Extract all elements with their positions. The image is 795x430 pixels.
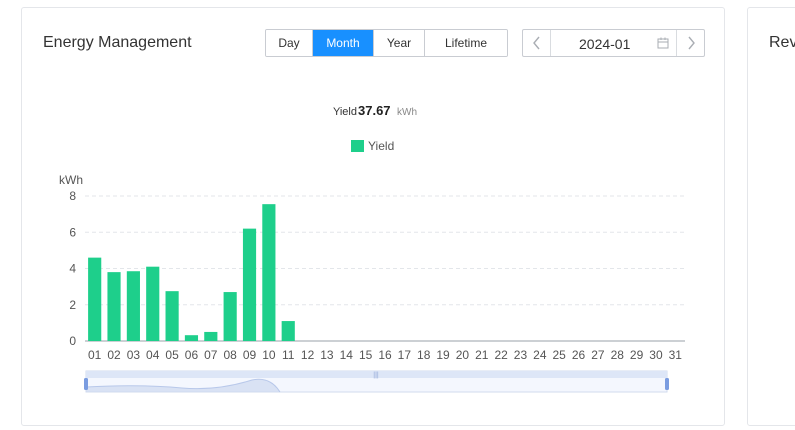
y-tick-label: 8 [69,189,76,203]
y-tick-label: 0 [69,334,76,348]
energy-management-card: Energy Management Day Month Year Lifetim… [21,7,725,426]
y-tick-label: 4 [69,262,76,276]
date-picker: 2024-01 [522,29,705,57]
x-tick-label: 07 [204,348,218,362]
y-tick-label: 6 [69,225,76,239]
tab-month[interactable]: Month [313,30,374,56]
revenue-card-title: Rev [769,34,795,51]
x-tick-label: 31 [669,348,683,362]
x-tick-label: 15 [359,348,373,362]
x-tick-label: 23 [514,348,528,362]
x-tick-label: 30 [649,348,663,362]
x-tick-label: 13 [320,348,334,362]
x-tick-label: 17 [398,348,412,362]
x-tick-label: 09 [243,348,257,362]
tab-year[interactable]: Year [374,30,425,56]
summary-label: Yield [333,106,357,118]
bar-day-02[interactable] [107,272,121,342]
summary-value: 37.67 [358,103,391,118]
x-tick-label: 19 [436,348,450,362]
x-tick-label: 21 [475,348,489,362]
chevron-left-icon[interactable] [523,30,551,56]
x-tick-label: 26 [572,348,586,362]
x-tick-label: 01 [88,348,102,362]
bar-day-06[interactable] [184,335,199,341]
zoom-slider[interactable]: ||| [84,370,669,393]
x-tick-label: 14 [340,348,354,362]
y-tick-label: 2 [69,298,76,312]
zoom-handle-left[interactable] [84,378,88,390]
x-tick-label: 11 [282,348,295,362]
chevron-right-icon[interactable] [676,30,704,56]
y-axis-label: kWh [59,173,83,187]
revenue-card: Rev [747,7,795,426]
x-tick-label: 03 [127,348,141,362]
x-tick-label: 27 [591,348,605,362]
x-tick-label: 22 [494,348,508,362]
x-tick-label: 05 [165,348,179,362]
bar-day-05[interactable] [165,291,179,341]
zoom-handle-right[interactable] [665,378,669,390]
bar-day-03[interactable] [126,271,140,341]
x-tick-label: 25 [553,348,567,362]
bar-day-09[interactable] [242,228,257,342]
tab-lifetime[interactable]: Lifetime [425,30,507,56]
tab-day[interactable]: Day [266,30,313,56]
summary-unit: kWh [397,107,417,118]
x-tick-label: 10 [262,348,276,362]
x-tick-label: 18 [417,348,431,362]
legend-label[interactable]: Yield [368,139,394,153]
bar-day-08[interactable] [223,292,237,341]
x-tick-label: 24 [533,348,547,362]
x-tick-label: 06 [185,348,199,362]
drag-grip-icon[interactable]: ||| [373,372,379,379]
card-title: Energy Management [43,34,192,51]
date-value[interactable]: 2024-01 [579,36,631,52]
legend-swatch[interactable] [351,140,364,152]
period-selector: Day Month Year Lifetime [265,29,508,57]
x-tick-label: 08 [223,348,237,362]
x-tick-label: 04 [146,348,160,362]
x-tick-label: 16 [378,348,392,362]
x-tick-label: 12 [301,348,315,362]
x-tick-label: 20 [456,348,470,362]
x-tick-label: 28 [611,348,625,362]
x-tick-label: 29 [630,348,644,362]
bar-day-11[interactable] [281,321,295,341]
bar-day-10[interactable] [262,204,276,341]
bar-day-01[interactable] [88,257,102,342]
bar-day-04[interactable] [146,266,160,341]
x-tick-label: 02 [107,348,121,362]
bar-day-07[interactable] [204,331,218,341]
calendar-icon[interactable] [657,37,669,49]
